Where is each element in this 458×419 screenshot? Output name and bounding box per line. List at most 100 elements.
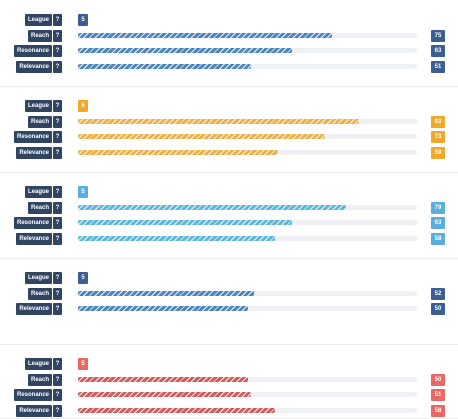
resonance-bar-fill [78,134,326,139]
help-button[interactable]: ? [53,201,62,214]
reach-bar-track [78,376,417,382]
help-button[interactable]: ? [53,186,62,198]
reach-bar-fill [78,32,333,38]
league-label: League [24,272,52,284]
resonance-bar-track [78,48,417,53]
reach-label: Reach [27,287,52,300]
help-button[interactable]: ? [53,389,62,401]
reach-value-badge: 79 [431,201,445,214]
resonance-value-badge: 63 [431,217,445,229]
relevance-value-badge: 58 [431,404,445,417]
help-button[interactable]: ? [53,287,62,300]
league-badge: 5 [78,272,88,284]
help-button[interactable]: ? [53,100,62,112]
relevance-bar-track [78,149,417,155]
metric-row-reach: Reach? 75 [0,29,458,42]
league-badge: 5 [78,186,88,198]
score-panel: League? 5 Reach? 52 Relevance? 50 [0,258,458,345]
resonance-bar-fill [78,220,292,225]
reach-label: Reach [27,373,52,386]
relevance-label: Relevance [16,303,52,315]
resonance-value-badge: 51 [431,389,445,401]
help-button[interactable]: ? [53,14,62,26]
help-button[interactable]: ? [53,29,62,42]
help-button[interactable]: ? [53,60,62,73]
help-button[interactable]: ? [53,303,62,315]
resonance-bar-fill [78,392,251,397]
reach-value-badge: 83 [431,115,445,128]
relevance-bar-fill [78,149,278,155]
metric-row-resonance: Resonance? 63 [0,45,458,57]
reach-value-badge: 52 [431,287,445,300]
help-button[interactable]: ? [53,217,62,229]
help-button[interactable]: ? [53,146,62,159]
reach-value-badge: 50 [431,373,445,386]
league-badge: 5 [78,100,88,112]
metric-row-relevance: Relevance? 58 [0,404,458,417]
relevance-label: Relevance [16,404,52,417]
reach-bar-track [78,204,417,210]
help-button[interactable]: ? [53,272,62,284]
reach-label: Reach [27,115,52,128]
help-button[interactable]: ? [53,232,62,245]
relevance-bar-track [78,235,417,241]
relevance-bar-fill [78,63,251,69]
metric-row-relevance: Relevance? 51 [0,60,458,73]
league-badge: 5 [78,14,88,26]
metric-row-relevance: Relevance? 59 [0,146,458,159]
relevance-value-badge: 51 [431,60,445,73]
reach-label: Reach [27,29,52,42]
resonance-label: Resonance [13,389,52,401]
relevance-bar-fill [78,306,248,311]
metric-row-reach: Reach? 79 [0,201,458,214]
league-row: League? 5 [0,14,458,26]
help-button[interactable]: ? [53,45,62,57]
help-button[interactable]: ? [53,358,62,370]
score-panel: League? 5 Reach? 79 Resonance? 63 Relevance? 58 [0,172,458,259]
help-button[interactable]: ? [53,131,62,143]
reach-bar-track [78,290,417,296]
metric-row-resonance: Resonance? 73 [0,131,458,143]
resonance-bar-track [78,134,417,139]
relevance-value-badge: 59 [431,146,445,159]
resonance-label: Resonance [13,45,52,57]
reach-bar-fill [78,204,346,210]
relevance-bar-fill [78,407,275,413]
reach-bar-track [78,32,417,38]
league-row: League? 5 [0,100,458,112]
help-button[interactable]: ? [53,115,62,128]
score-panel: League? 5 Reach? 83 Resonance? 73 Relevance? 59 [0,86,458,173]
relevance-bar-track [78,407,417,413]
metric-row-relevance: Relevance? 58 [0,232,458,245]
score-panel: League? 5 Reach? 50 Resonance? 51 Relevance? 58 [0,344,458,419]
score-panel: League? 5 Reach? 75 Resonance? 63 Relevance? 51 [0,0,458,87]
league-row: League? 5 [0,272,458,284]
league-label: League [24,100,52,112]
resonance-label: Resonance [13,217,52,229]
league-label: League [24,14,52,26]
resonance-label: Resonance [13,131,52,143]
reach-bar-fill [78,290,255,296]
relevance-label: Relevance [16,232,52,245]
reach-label: Reach [27,201,52,214]
metric-row-reach: Reach? 52 [0,287,458,300]
help-button[interactable]: ? [53,404,62,417]
metric-row-relevance: Relevance? 50 [0,303,458,315]
relevance-bar-track [78,306,417,311]
relevance-label: Relevance [16,60,52,73]
relevance-bar-fill [78,235,275,241]
help-button[interactable]: ? [53,373,62,386]
league-badge: 5 [78,358,88,370]
reach-bar-fill [78,118,360,124]
reach-bar-track [78,118,417,124]
resonance-value-badge: 63 [431,45,445,57]
league-row: League? 5 [0,358,458,370]
relevance-value-badge: 58 [431,232,445,245]
resonance-bar-fill [78,48,292,53]
league-label: League [24,358,52,370]
metric-row-reach: Reach? 50 [0,373,458,386]
resonance-bar-track [78,220,417,225]
resonance-value-badge: 73 [431,131,445,143]
reach-value-badge: 75 [431,29,445,42]
league-row: League? 5 [0,186,458,198]
